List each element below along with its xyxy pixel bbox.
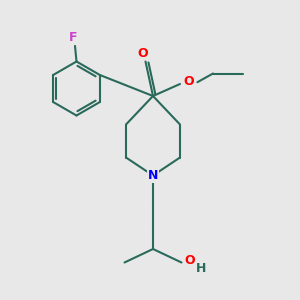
Text: F: F [69,31,78,44]
Text: N: N [148,169,158,182]
Text: O: O [184,75,194,88]
Text: H: H [196,262,206,275]
Text: O: O [184,254,195,268]
Text: O: O [138,46,148,60]
